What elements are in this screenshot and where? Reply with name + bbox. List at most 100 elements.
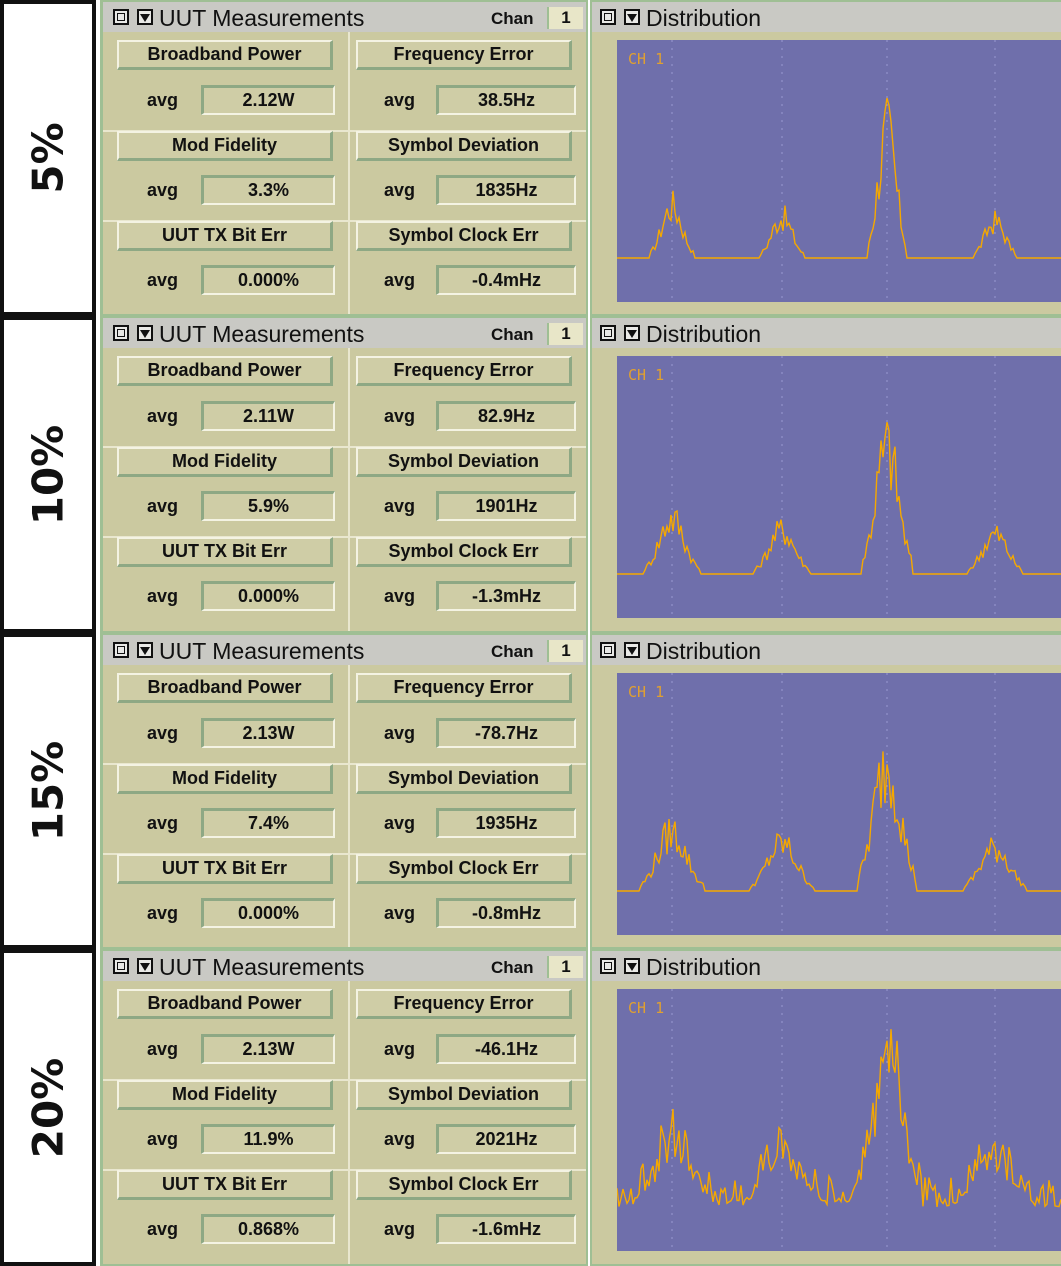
measurement-value: 1835Hz	[436, 175, 576, 205]
window-box-icon[interactable]	[600, 958, 616, 974]
measurement-button[interactable]: UUT TX Bit Err	[117, 221, 333, 251]
measurement-value: 2.11W	[201, 401, 335, 431]
measurement-value: -1.3mHz	[436, 581, 576, 611]
avg-label: avg	[384, 180, 416, 200]
row-divider	[103, 446, 586, 448]
measurement-button[interactable]: Mod Fidelity	[117, 447, 333, 477]
window-box-icon[interactable]	[113, 958, 129, 974]
window-menu-icon[interactable]	[624, 325, 640, 341]
level-label: 15%	[23, 740, 73, 842]
level-label: 5%	[23, 122, 73, 194]
measurement-button[interactable]: Broadband Power	[117, 989, 333, 1019]
chan-select[interactable]: 1	[547, 956, 583, 978]
chan-select[interactable]: 1	[547, 640, 583, 662]
uut-measurements-window: UUT Measurements Chan 1 Broadband Power avg 2…	[100, 949, 588, 1266]
measurement-button[interactable]: Symbol Clock Err	[356, 221, 572, 251]
avg-label: avg	[147, 180, 179, 200]
measurement-button[interactable]: Symbol Clock Err	[356, 1170, 572, 1200]
window-box-icon[interactable]	[600, 325, 616, 341]
distribution-titlebar: Distribution	[592, 316, 1061, 348]
measurement-button[interactable]: Mod Fidelity	[117, 1080, 333, 1110]
window-menu-icon[interactable]	[624, 958, 640, 974]
row-divider	[103, 1169, 586, 1171]
avg-label: avg	[384, 903, 416, 923]
measurement-button[interactable]: UUT TX Bit Err	[117, 537, 333, 567]
avg-label: avg	[384, 1039, 416, 1059]
level-label-box: 15%	[0, 633, 96, 949]
chan-label: Chan	[491, 642, 534, 661]
measurement-button[interactable]: Symbol Clock Err	[356, 854, 572, 884]
uut-titlebar: UUT Measurements Chan 1	[103, 633, 586, 665]
chan-label: Chan	[491, 325, 534, 344]
measurement-button[interactable]: Frequency Error	[356, 40, 572, 70]
measurement-button[interactable]: Mod Fidelity	[117, 764, 333, 794]
measurement-button[interactable]: Broadband Power	[117, 673, 333, 703]
window-menu-icon[interactable]	[137, 9, 153, 25]
level-label-box: 5%	[0, 0, 96, 316]
window-box-icon[interactable]	[113, 325, 129, 341]
row-divider	[103, 853, 586, 855]
avg-label: avg	[147, 1219, 179, 1239]
avg-label: avg	[384, 90, 416, 110]
measurement-button[interactable]: Symbol Deviation	[356, 764, 572, 794]
distribution-title: Distribution	[646, 954, 762, 980]
measurement-value: 2.13W	[201, 1034, 335, 1064]
avg-label: avg	[147, 813, 179, 833]
uut-window-title: UUT Measurements	[159, 5, 365, 31]
distribution-title: Distribution	[646, 638, 762, 664]
channel-label: CH 1	[628, 366, 665, 384]
avg-label: avg	[147, 496, 179, 516]
channel-label: CH 1	[628, 683, 665, 701]
window-menu-icon[interactable]	[137, 642, 153, 658]
avg-label: avg	[384, 1129, 416, 1149]
measurement-value: -78.7Hz	[436, 718, 576, 748]
measurement-button[interactable]: Frequency Error	[356, 989, 572, 1019]
measurement-value: 2.13W	[201, 718, 335, 748]
measurement-value: 0.000%	[201, 581, 335, 611]
avg-label: avg	[384, 586, 416, 606]
window-menu-icon[interactable]	[137, 325, 153, 341]
uut-titlebar: UUT Measurements Chan 1	[103, 949, 586, 981]
measurement-button[interactable]: Symbol Clock Err	[356, 537, 572, 567]
measurement-button[interactable]: Symbol Deviation	[356, 131, 572, 161]
uut-measurements-window: UUT Measurements Chan 1 Broadband Power avg 2…	[100, 633, 588, 949]
window-box-icon[interactable]	[600, 642, 616, 658]
window-box-icon[interactable]	[113, 642, 129, 658]
level-label-box: 10%	[0, 316, 96, 633]
uut-titlebar: UUT Measurements Chan 1	[103, 0, 586, 32]
measurement-button[interactable]: Symbol Deviation	[356, 447, 572, 477]
measurement-button[interactable]: UUT TX Bit Err	[117, 854, 333, 884]
column-divider	[348, 32, 350, 314]
measurement-value: 3.3%	[201, 175, 335, 205]
channel-label: CH 1	[628, 999, 665, 1017]
window-box-icon[interactable]	[113, 9, 129, 25]
measurement-button[interactable]: Frequency Error	[356, 356, 572, 386]
column-divider	[348, 665, 350, 947]
distribution-titlebar: Distribution	[592, 0, 1061, 32]
distribution-title: Distribution	[646, 321, 762, 347]
capture-block: 20% UUT Measurements Chan 1 Broadband Power a…	[0, 949, 1061, 1266]
measurement-button[interactable]: Symbol Deviation	[356, 1080, 572, 1110]
measurement-button[interactable]: Broadband Power	[117, 356, 333, 386]
window-box-icon[interactable]	[600, 9, 616, 25]
measurement-button[interactable]: Broadband Power	[117, 40, 333, 70]
measurement-value: 38.5Hz	[436, 85, 576, 115]
measurement-value: 7.4%	[201, 808, 335, 838]
capture-block: 15% UUT Measurements Chan 1 Broadband Power a…	[0, 633, 1061, 949]
measurement-button[interactable]: Frequency Error	[356, 673, 572, 703]
measurement-button[interactable]: UUT TX Bit Err	[117, 1170, 333, 1200]
distribution-plot: CH 1	[617, 673, 1061, 935]
level-label: 20%	[23, 1057, 73, 1158]
measurement-button[interactable]: Mod Fidelity	[117, 131, 333, 161]
chan-select[interactable]: 1	[547, 323, 583, 345]
window-menu-icon[interactable]	[624, 642, 640, 658]
measurement-value: 1935Hz	[436, 808, 576, 838]
avg-label: avg	[384, 496, 416, 516]
chan-select[interactable]: 1	[547, 7, 583, 29]
window-menu-icon[interactable]	[624, 9, 640, 25]
distribution-trace-area	[617, 356, 1061, 618]
uut-measurements-window: UUT Measurements Chan 1 Broadband Power avg 2…	[100, 316, 588, 633]
column-divider	[348, 981, 350, 1264]
window-menu-icon[interactable]	[137, 958, 153, 974]
distribution-plot: CH 1	[617, 356, 1061, 618]
